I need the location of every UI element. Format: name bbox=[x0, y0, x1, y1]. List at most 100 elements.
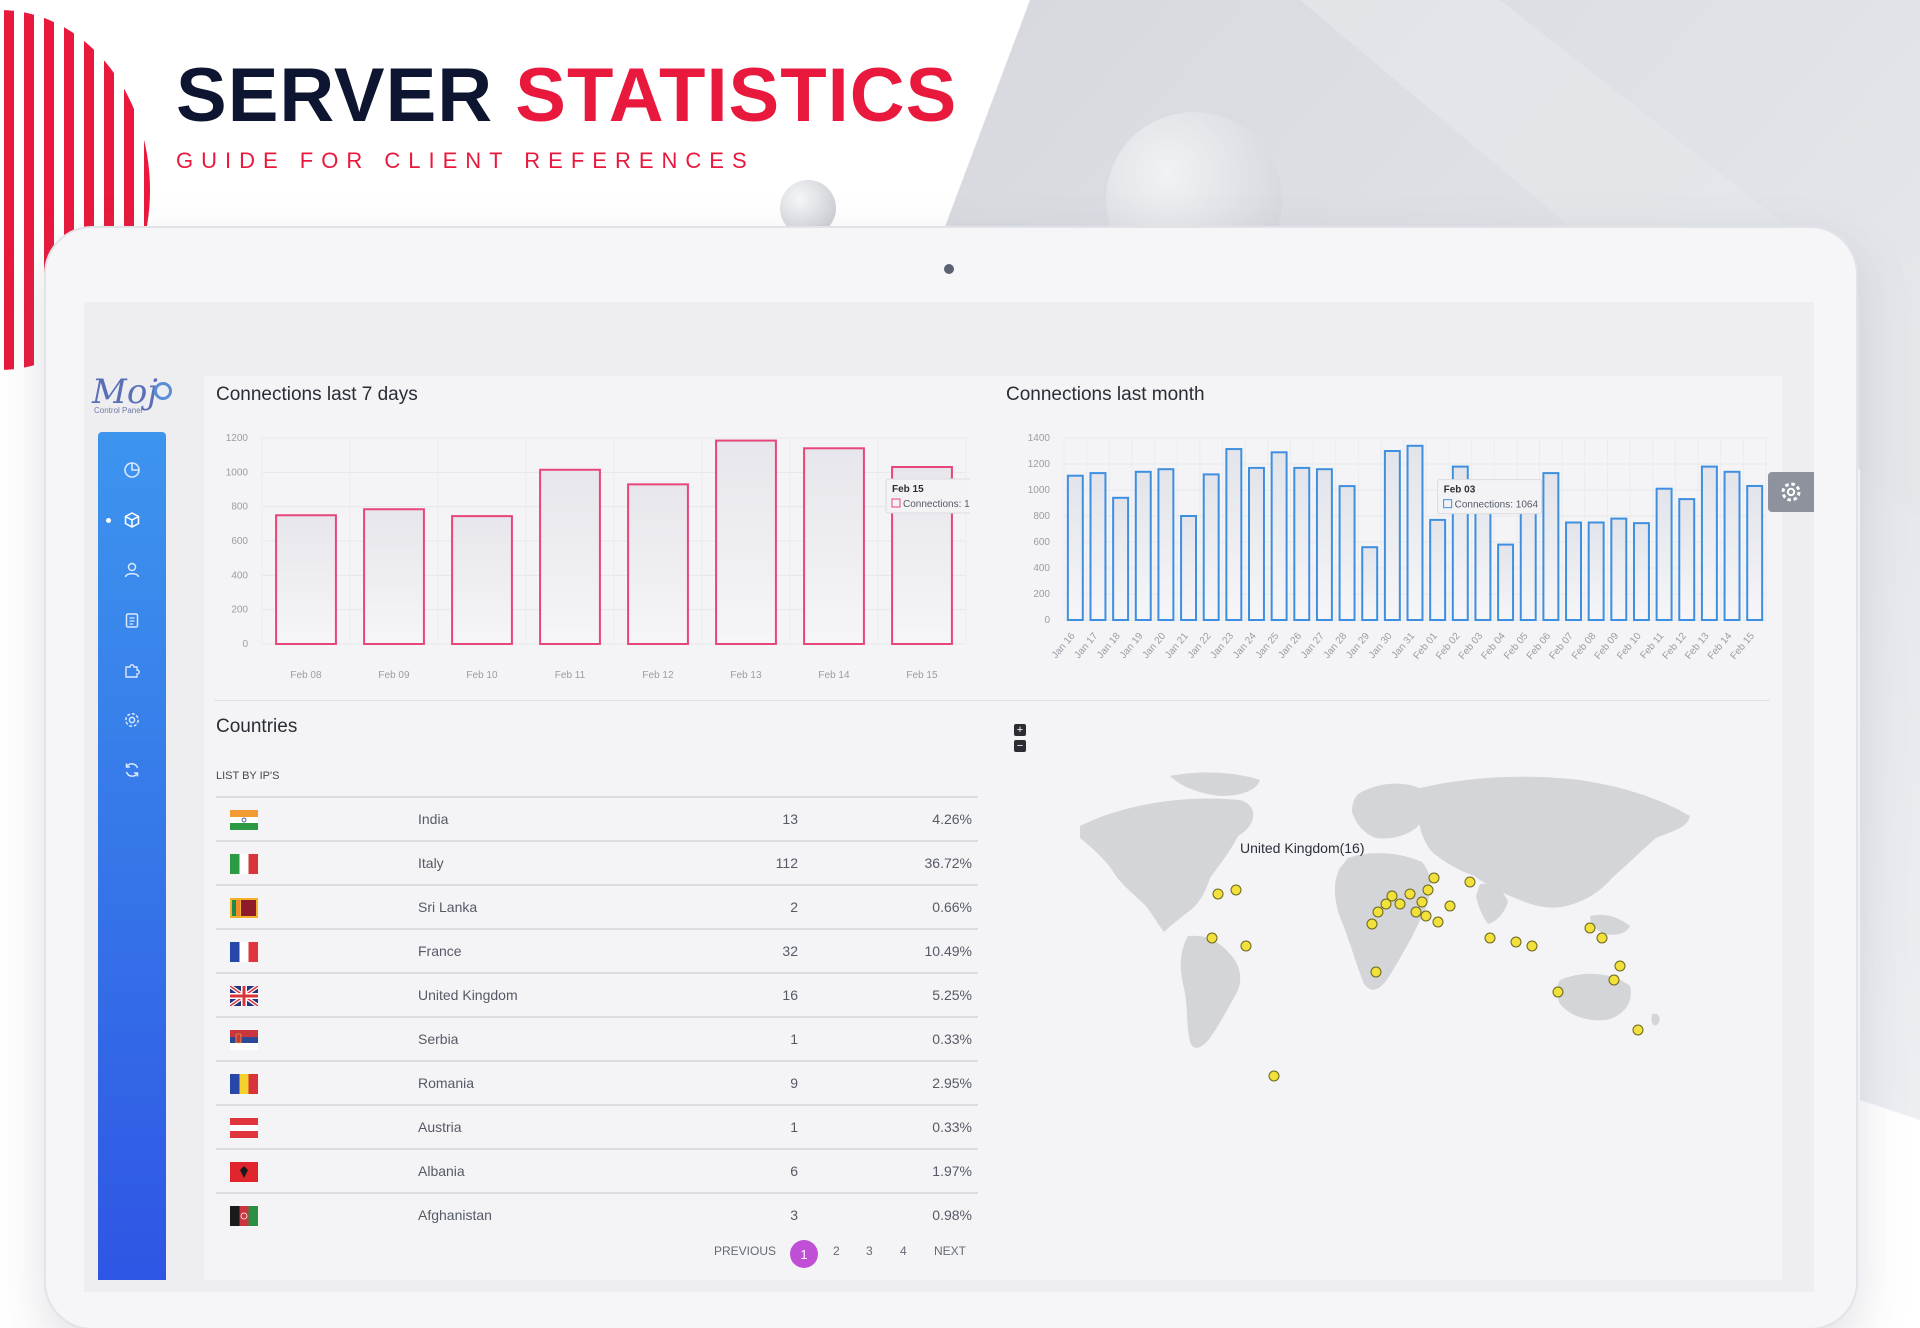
pagination-next[interactable]: NEXT bbox=[934, 1244, 967, 1258]
pagination-page-4[interactable]: 4 bbox=[900, 1244, 907, 1258]
table-row[interactable]: United Kingdom 16 5.25% bbox=[216, 972, 978, 1018]
world-map[interactable] bbox=[1060, 766, 1720, 1086]
settings-gear-button[interactable] bbox=[1768, 472, 1814, 512]
pagination-page-1[interactable]: 1 bbox=[790, 1240, 818, 1268]
map-marker[interactable] bbox=[1410, 906, 1422, 918]
y-tick-label: 200 bbox=[1033, 589, 1050, 600]
bar[interactable] bbox=[1746, 484, 1764, 621]
country-name: Afghanistan bbox=[418, 1207, 492, 1223]
map-marker[interactable] bbox=[1212, 888, 1224, 900]
map-marker[interactable] bbox=[1416, 896, 1428, 908]
table-row[interactable]: Austria 1 0.33% bbox=[216, 1104, 978, 1150]
map-zoom-out-button[interactable]: − bbox=[1014, 740, 1026, 752]
map-marker[interactable] bbox=[1420, 910, 1432, 922]
table-row[interactable]: Romania 9 2.95% bbox=[216, 1060, 978, 1106]
table-row[interactable]: Italy 112 36.72% bbox=[216, 840, 978, 886]
bar[interactable] bbox=[1270, 451, 1288, 621]
map-marker[interactable] bbox=[1404, 888, 1416, 900]
bar[interactable] bbox=[1587, 521, 1605, 621]
map-marker[interactable] bbox=[1422, 884, 1434, 896]
country-name: Sri Lanka bbox=[418, 899, 478, 915]
map-marker[interactable] bbox=[1366, 918, 1378, 930]
map-marker[interactable] bbox=[1428, 872, 1440, 884]
bar[interactable] bbox=[715, 439, 777, 646]
sidebar-item-extensions[interactable] bbox=[114, 652, 150, 688]
bar[interactable] bbox=[363, 508, 425, 645]
x-tick-label: Jan 20 bbox=[1140, 631, 1168, 661]
pagination-page-2[interactable]: 2 bbox=[833, 1244, 840, 1258]
map-marker[interactable] bbox=[1268, 1070, 1280, 1082]
bar[interactable] bbox=[1700, 465, 1718, 621]
map-marker[interactable] bbox=[1526, 940, 1538, 952]
table-row[interactable]: Afghanistan 3 0.98% bbox=[216, 1192, 978, 1238]
bar[interactable] bbox=[1565, 521, 1582, 621]
map-marker[interactable] bbox=[1386, 890, 1398, 902]
bar[interactable] bbox=[1066, 474, 1084, 622]
pagination-previous[interactable]: PREVIOUS bbox=[714, 1244, 777, 1258]
map-zoom-in-button[interactable]: + bbox=[1014, 724, 1026, 736]
sidebar-item-users[interactable] bbox=[114, 552, 150, 588]
bar[interactable] bbox=[1248, 466, 1265, 622]
sidebar-item-refresh[interactable] bbox=[114, 752, 150, 788]
country-count: 1 bbox=[790, 1031, 798, 1047]
bar[interactable] bbox=[803, 447, 865, 645]
map-marker[interactable] bbox=[1552, 986, 1564, 998]
bar[interactable] bbox=[451, 515, 513, 645]
pagination-page-3[interactable]: 3 bbox=[866, 1244, 873, 1258]
map-marker[interactable] bbox=[1372, 906, 1384, 918]
sidebar-item-reports[interactable] bbox=[114, 602, 150, 638]
bar[interactable] bbox=[1338, 485, 1356, 621]
bar[interactable] bbox=[1361, 546, 1379, 621]
bar[interactable] bbox=[1632, 522, 1650, 621]
table-row[interactable]: Albania 6 1.97% bbox=[216, 1148, 978, 1194]
sidebar-item-packages[interactable] bbox=[114, 502, 150, 538]
bar[interactable] bbox=[627, 483, 689, 645]
bar[interactable] bbox=[1655, 487, 1673, 621]
map-marker[interactable] bbox=[1240, 940, 1252, 952]
map-marker[interactable] bbox=[1394, 898, 1406, 910]
map-marker[interactable] bbox=[1230, 884, 1242, 896]
table-row[interactable]: Serbia 1 0.33% bbox=[216, 1016, 978, 1062]
bar[interactable] bbox=[1542, 472, 1560, 621]
table-row[interactable]: Sri Lanka 2 0.66% bbox=[216, 884, 978, 930]
map-marker[interactable] bbox=[1464, 876, 1476, 888]
map-marker[interactable] bbox=[1484, 932, 1496, 944]
bar[interactable] bbox=[1112, 496, 1130, 621]
table-row[interactable]: India 13 4.26% bbox=[216, 796, 978, 842]
map-marker[interactable] bbox=[1510, 936, 1522, 948]
bar[interactable] bbox=[1134, 470, 1152, 621]
bar[interactable] bbox=[1157, 468, 1175, 622]
map-marker[interactable] bbox=[1596, 932, 1608, 944]
map-marker[interactable] bbox=[1614, 960, 1626, 972]
x-tick-label: Jan 27 bbox=[1299, 631, 1327, 661]
bar[interactable] bbox=[1202, 473, 1220, 622]
map-marker[interactable] bbox=[1632, 1024, 1644, 1036]
bar[interactable] bbox=[1089, 472, 1107, 621]
map-marker[interactable] bbox=[1206, 932, 1218, 944]
bar[interactable] bbox=[1723, 470, 1741, 621]
sidebar-item-settings[interactable] bbox=[114, 702, 150, 738]
bar[interactable] bbox=[539, 468, 601, 646]
bar[interactable] bbox=[1293, 466, 1311, 622]
bar[interactable] bbox=[1315, 468, 1333, 622]
app-logo[interactable]: Moj Control Panel bbox=[92, 372, 192, 415]
bar[interactable] bbox=[275, 514, 337, 645]
map-marker[interactable] bbox=[1432, 916, 1444, 928]
map-marker[interactable] bbox=[1370, 966, 1382, 978]
bar[interactable] bbox=[1180, 515, 1198, 621]
bar[interactable] bbox=[1406, 444, 1424, 621]
country-percent: 1.97% bbox=[932, 1163, 972, 1179]
map-marker[interactable] bbox=[1608, 974, 1620, 986]
table-row[interactable]: France 32 10.49% bbox=[216, 928, 978, 974]
map-marker[interactable] bbox=[1444, 900, 1456, 912]
sidebar-item-dashboard[interactable] bbox=[114, 452, 150, 488]
bar[interactable] bbox=[1678, 498, 1696, 621]
bar[interactable] bbox=[1225, 448, 1243, 621]
bar[interactable] bbox=[1383, 450, 1401, 621]
bar[interactable] bbox=[1610, 517, 1628, 621]
bar[interactable] bbox=[1429, 518, 1447, 621]
map-marker[interactable] bbox=[1380, 898, 1392, 910]
map-marker[interactable] bbox=[1584, 922, 1596, 934]
x-tick-label: Feb 15 bbox=[906, 670, 938, 681]
bar[interactable] bbox=[1497, 543, 1515, 621]
